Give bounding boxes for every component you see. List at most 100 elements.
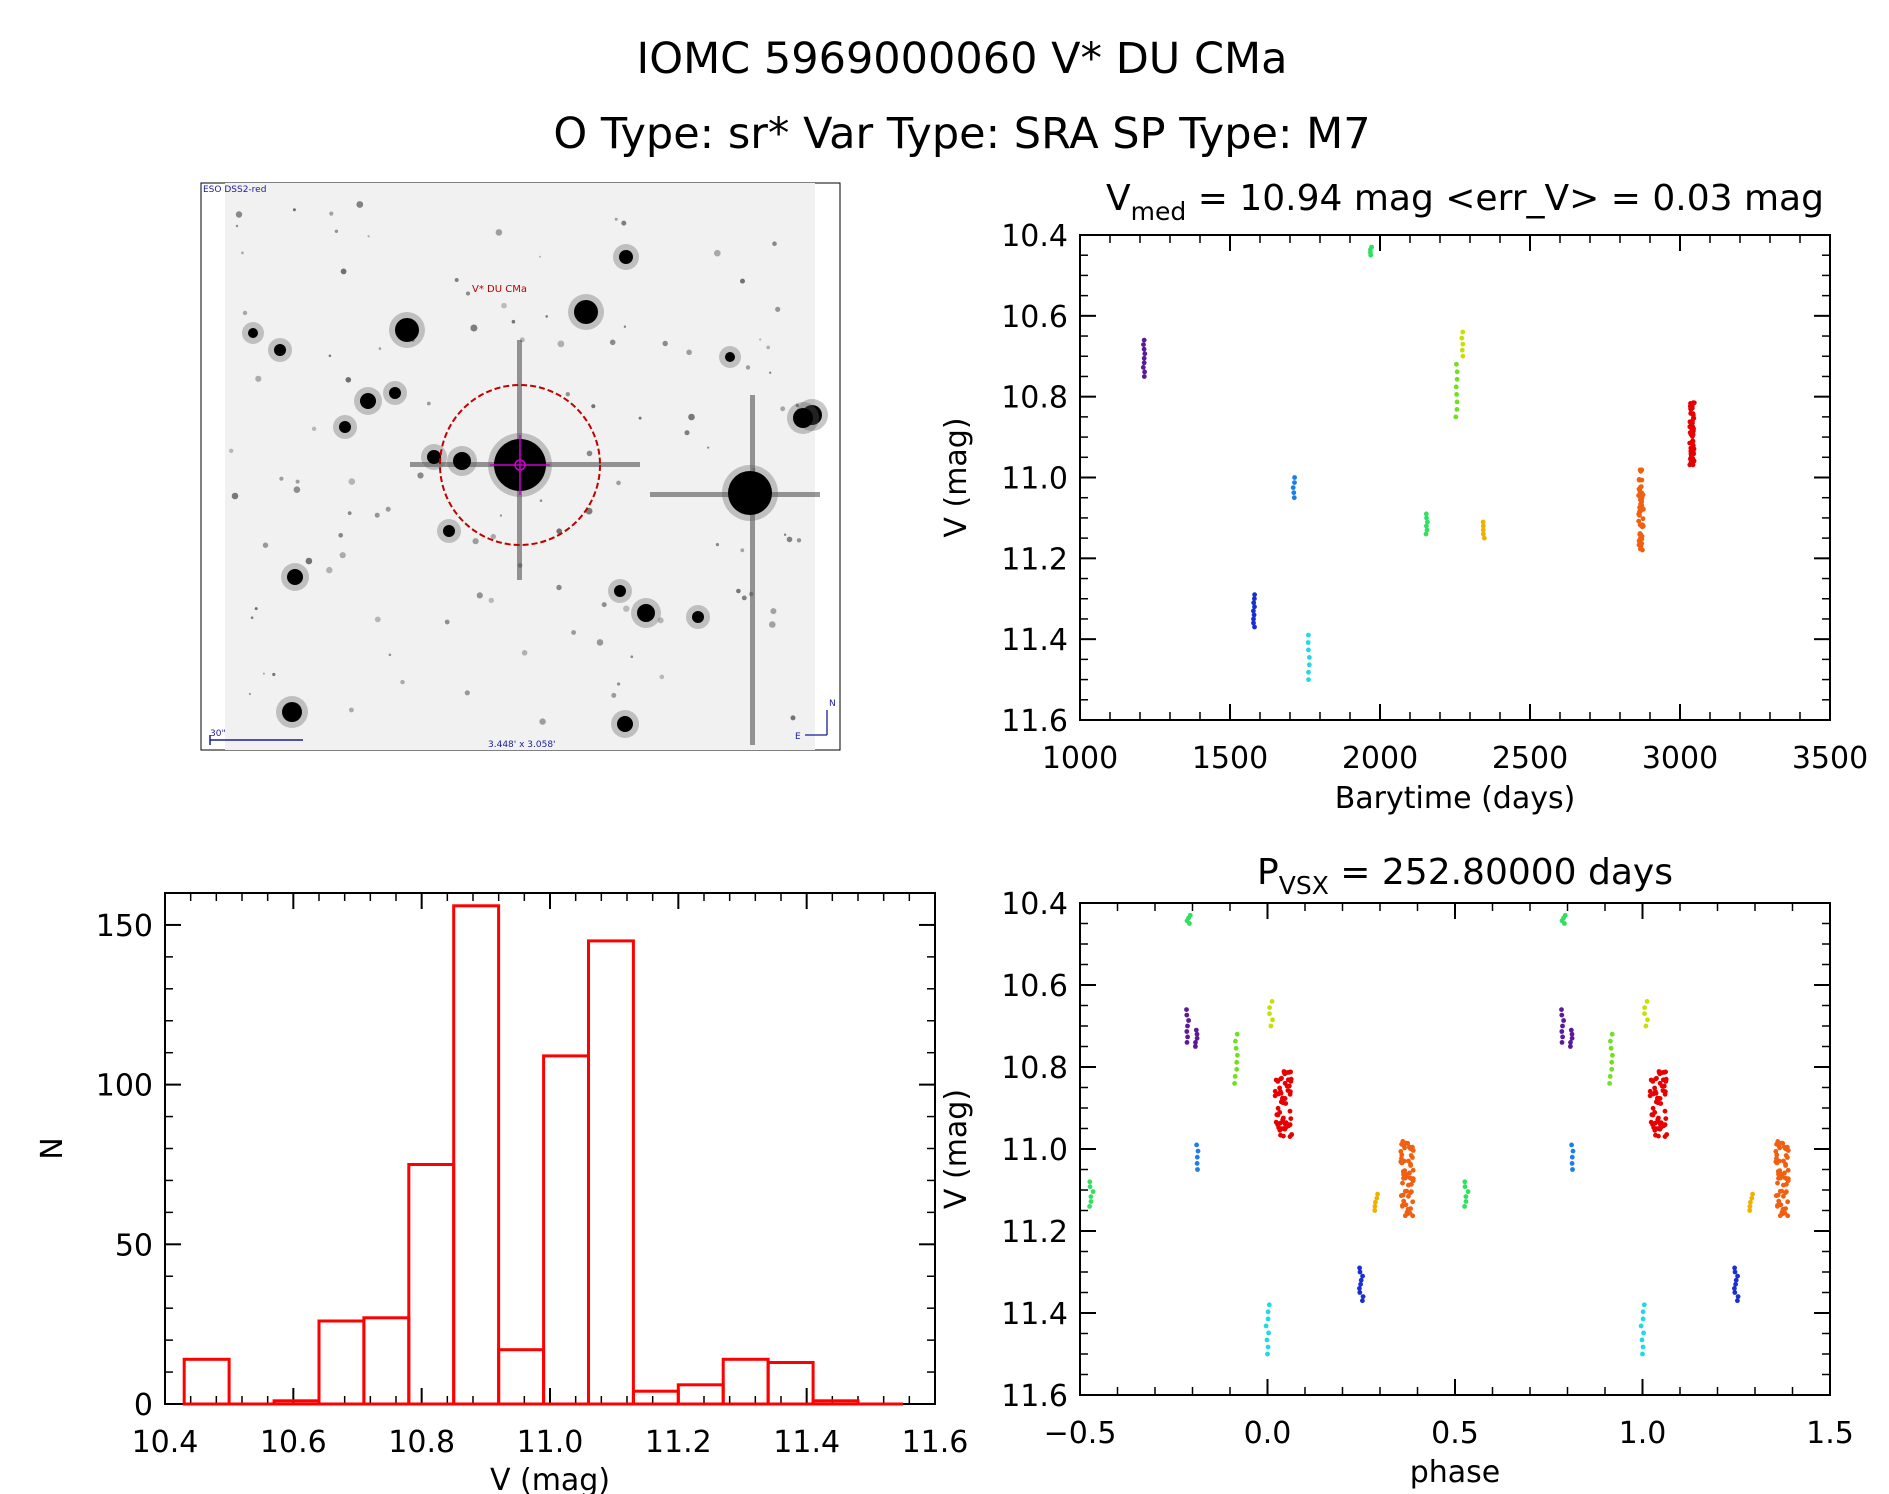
- field-star: [565, 392, 570, 397]
- phased-point: [1360, 1273, 1365, 1279]
- phased-point: [1785, 1178, 1791, 1184]
- field-star: [630, 655, 634, 658]
- phased-point: [1652, 1085, 1657, 1091]
- lightcurve-point: [1142, 351, 1148, 357]
- field-star: [786, 536, 793, 543]
- field-star: [521, 650, 528, 656]
- lightcurve-point: [1141, 342, 1146, 347]
- phased-point: [1732, 1269, 1738, 1275]
- lightcurve-point: [1425, 519, 1430, 525]
- phased-point: [1184, 1040, 1190, 1045]
- phased-point: [1284, 1083, 1290, 1089]
- lightcurve-point: [1480, 523, 1486, 529]
- phased-point: [1609, 1059, 1615, 1065]
- lightcurve-xtick-label: 2500: [1492, 741, 1568, 776]
- phased-point: [1409, 1181, 1414, 1187]
- field-star: [770, 608, 777, 615]
- field-star: [539, 499, 543, 503]
- phased-point: [1195, 1148, 1201, 1154]
- phased-point: [1268, 1023, 1274, 1029]
- phased-point: [1275, 1112, 1281, 1118]
- phased-point: [1783, 1206, 1788, 1211]
- phased-point: [1463, 1199, 1469, 1204]
- field-star: [796, 538, 802, 543]
- lightcurve-point: [1690, 458, 1696, 464]
- phased-point: [1407, 1175, 1413, 1181]
- field-star: [488, 597, 494, 604]
- field-star: [490, 533, 496, 540]
- phased-point: [1642, 1005, 1647, 1010]
- phased-point: [1358, 1277, 1364, 1283]
- phased-point: [1569, 1142, 1574, 1148]
- lightcurve-point: [1291, 495, 1297, 501]
- phased-point: [1783, 1190, 1788, 1196]
- lightcurve-point: [1688, 401, 1693, 406]
- lightcurve-point: [1368, 252, 1374, 258]
- field-star: [686, 349, 692, 356]
- phased-point: [1732, 1290, 1738, 1295]
- field-star: [769, 621, 776, 628]
- field-star: [623, 605, 630, 612]
- phased-point: [1187, 921, 1192, 926]
- bright-star: [395, 318, 419, 342]
- phased-point: [1749, 1195, 1755, 1201]
- field-star: [495, 229, 503, 236]
- phased-point: [1087, 1179, 1093, 1185]
- lightcurve-point: [1454, 392, 1459, 397]
- field-star: [740, 548, 745, 553]
- field-star: [250, 616, 254, 619]
- field-star: [517, 563, 523, 568]
- lightcurve-frame: [1079, 234, 1831, 721]
- phased-point: [1264, 1337, 1270, 1343]
- phased-point: [1462, 1179, 1468, 1185]
- phased-point: [1568, 1027, 1574, 1033]
- lightcurve-point: [1424, 523, 1429, 529]
- phased-point: [1401, 1198, 1407, 1204]
- north-label: N: [829, 699, 836, 709]
- phased-point: [1779, 1140, 1784, 1146]
- lightcurve-point: [1142, 369, 1147, 375]
- phased-point: [1784, 1181, 1789, 1187]
- phased-point: [1650, 1112, 1656, 1118]
- phased-point: [1281, 1115, 1286, 1121]
- phased-point: [1569, 1035, 1575, 1041]
- phased-point: [1266, 1330, 1271, 1336]
- field-star: [248, 692, 252, 696]
- phased-point: [1663, 1076, 1669, 1082]
- phased-point: [1659, 1083, 1665, 1089]
- phased-point: [1733, 1277, 1739, 1283]
- phased-point: [1735, 1298, 1740, 1304]
- histogram-bar: [676, 1383, 725, 1406]
- lightcurve-point: [1637, 546, 1643, 552]
- phased-xlabel: phase: [1410, 1455, 1501, 1490]
- phased-point: [1660, 1088, 1666, 1093]
- phased-point: [1090, 1189, 1096, 1194]
- lightcurve-point: [1292, 480, 1297, 485]
- histogram-xtick-label: 11.0: [517, 1425, 584, 1460]
- field-star: [374, 616, 381, 623]
- field-star: [454, 278, 459, 282]
- lightcurve-point: [1290, 485, 1296, 490]
- field-star: [476, 592, 483, 599]
- lightcurve-point: [1690, 438, 1696, 444]
- phased-point: [1270, 1017, 1275, 1023]
- bright-star: [637, 604, 655, 622]
- bright-star: [692, 611, 704, 623]
- lightcurve-point: [1459, 335, 1465, 341]
- phased-point: [1357, 1269, 1363, 1275]
- field-star: [339, 552, 346, 559]
- phased-point: [1289, 1132, 1295, 1137]
- field-star: [745, 365, 751, 370]
- field-star: [470, 324, 478, 332]
- phased-point: [1610, 1052, 1615, 1058]
- bright-star: [360, 393, 376, 409]
- field-star: [556, 528, 562, 534]
- phased-point: [1609, 1066, 1615, 1072]
- lightcurve-point: [1639, 524, 1645, 530]
- phased-point: [1360, 1294, 1366, 1299]
- lightcurve-point: [1687, 419, 1693, 425]
- phased-point: [1400, 1203, 1405, 1208]
- phased-ytick-label: 11.4: [1001, 1297, 1068, 1332]
- lightcurve-panel: 1000 1500 2000 2500 3000 3500 10.4 10.6 10.8 11.0…: [939, 178, 1868, 816]
- lightcurve-point: [1305, 640, 1311, 645]
